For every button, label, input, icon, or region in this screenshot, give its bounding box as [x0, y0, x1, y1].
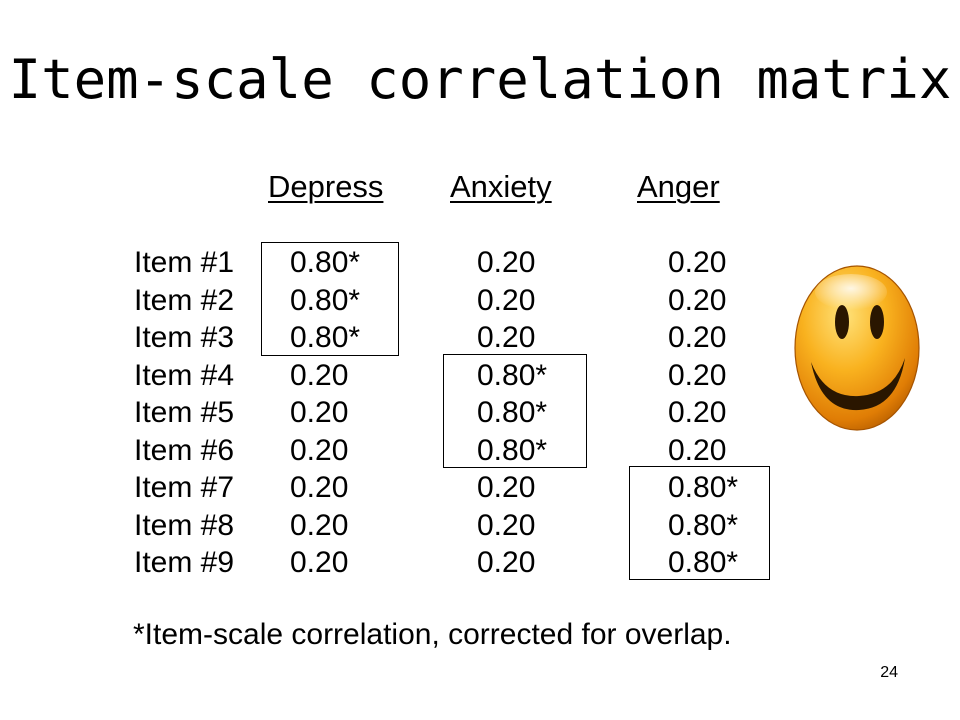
matrix-cell: 0.80*: [477, 396, 548, 429]
matrix-cell: 0.80*: [290, 283, 361, 317]
matrix-cell: 0.20: [668, 246, 727, 279]
smiley-face-icon: [794, 265, 920, 431]
matrix-cell: 0.20: [477, 508, 536, 542]
matrix-cell: 0.20: [290, 396, 349, 429]
row-label: Item #4: [134, 358, 235, 392]
highlight-box-anger: [629, 466, 770, 580]
page-number: 24: [880, 664, 898, 681]
footnote: *Item-scale correlation, corrected for o…: [133, 618, 732, 651]
highlight-box-depress: [261, 242, 399, 356]
matrix-cell: 0.20: [290, 358, 349, 392]
matrix-cell: 0.80*: [668, 508, 739, 542]
matrix-cell: 0.20: [668, 283, 727, 317]
matrix-cell: 0.20: [477, 546, 536, 579]
matrix-cell: 0.20: [668, 358, 727, 392]
matrix-cell: 0.20: [668, 396, 727, 429]
row-label: Item #9: [134, 546, 235, 579]
row-label: Item #1: [134, 246, 235, 279]
matrix-cell: 0.80*: [477, 358, 548, 392]
matrix-cell: 0.20: [477, 471, 536, 504]
matrix-cell: 0.80*: [668, 471, 739, 504]
matrix-cell: 0.20: [477, 321, 536, 354]
column-header-anxiety: Anxiety: [450, 169, 552, 204]
matrix-cell: 0.20: [477, 283, 536, 317]
row-label: Item #5: [134, 396, 235, 429]
matrix-cell: 0.20: [290, 471, 349, 504]
row-label: Item #3: [134, 321, 235, 354]
row-label: Item #8: [134, 508, 235, 542]
matrix-cell: 0.20: [290, 546, 349, 579]
row-label: Item #6: [134, 433, 235, 467]
slide-title: Item-scale correlation matrix: [8, 48, 952, 111]
highlight-box-anxiety: [443, 354, 587, 468]
matrix-cell: 0.20: [290, 433, 349, 467]
matrix-cell: 0.80*: [477, 433, 548, 467]
matrix-cell: 0.20: [477, 246, 536, 279]
row-label: Item #7: [134, 471, 235, 504]
row-label: Item #2: [134, 283, 235, 317]
column-header-depress: Depress: [268, 169, 384, 204]
matrix-cell: 0.20: [668, 321, 727, 354]
column-header-anger: Anger: [637, 169, 720, 204]
matrix-cell: 0.20: [668, 433, 727, 467]
matrix-cell: 0.20: [290, 508, 349, 542]
matrix-cell: 0.80*: [290, 246, 361, 279]
matrix-cell: 0.80*: [668, 546, 739, 579]
matrix-cell: 0.80*: [290, 321, 361, 354]
